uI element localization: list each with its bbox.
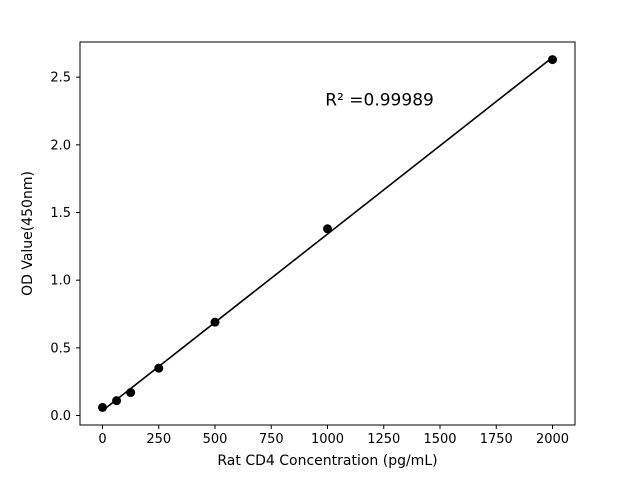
data-point <box>323 224 332 234</box>
x-tick-label: 0 <box>98 432 106 447</box>
y-tick-label: 1.5 <box>50 206 71 221</box>
data-point <box>210 317 220 327</box>
data-point <box>112 396 122 406</box>
r-squared-annotation: R² =0.99989 <box>325 91 434 111</box>
x-tick-label: 1500 <box>423 432 456 447</box>
y-axis-label: OD Value(450nm) <box>20 171 36 296</box>
y-tick-label: 2.0 <box>50 138 71 153</box>
data-point <box>98 402 107 412</box>
x-tick-label: 250 <box>146 432 171 447</box>
y-tick-label: 0.0 <box>50 409 71 424</box>
trend-line <box>102 56 553 412</box>
data-point <box>126 388 136 398</box>
x-tick-label: 1000 <box>311 432 344 447</box>
data-point <box>154 363 164 373</box>
y-tick-label: 2.5 <box>50 71 71 86</box>
x-tick-label: 1250 <box>367 432 400 447</box>
x-tick-label: 1750 <box>480 432 513 447</box>
x-tick-label: 500 <box>203 432 228 447</box>
x-tick-label: 750 <box>259 432 284 447</box>
y-tick-label: 1.0 <box>50 274 71 289</box>
x-tick-label: 2000 <box>536 432 569 447</box>
x-axis-label: Rat CD4 Concentration (pg/mL) <box>217 453 437 469</box>
data-point <box>548 55 557 65</box>
y-tick-label: 0.5 <box>50 341 71 356</box>
